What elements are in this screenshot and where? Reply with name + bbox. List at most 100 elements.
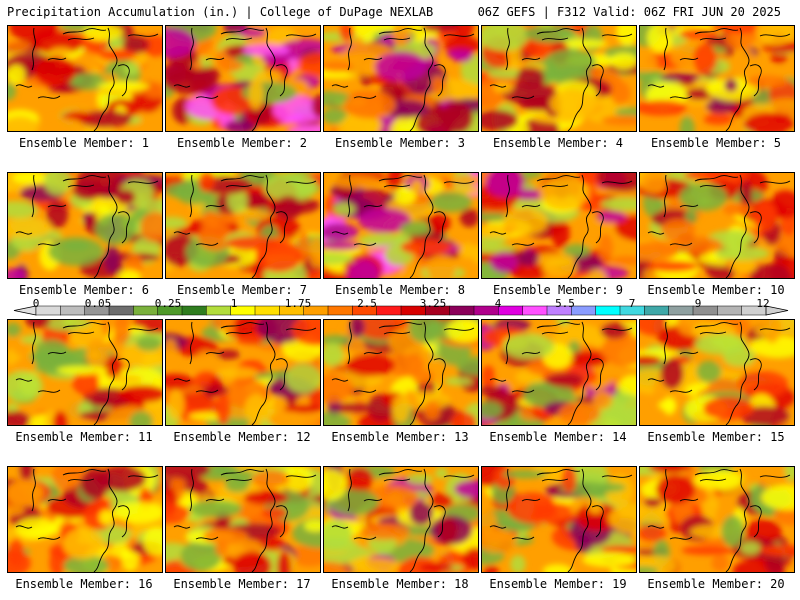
- coastline: [489, 468, 633, 572]
- precip-field: [640, 320, 794, 425]
- ensemble-member-map: [639, 319, 795, 426]
- colorbar-tick-label: 9: [694, 297, 702, 310]
- ensemble-member-map: [165, 25, 321, 132]
- ensemble-member-map: [7, 466, 163, 573]
- ensemble-member-label: Ensemble Member: 10: [647, 283, 785, 297]
- ensemble-member-label: Ensemble Member: 13: [331, 430, 469, 444]
- precip-field: [482, 320, 636, 425]
- colorbar-swatch: [206, 305, 232, 316]
- precip-field: [166, 173, 320, 278]
- coastline: [331, 468, 475, 572]
- coastline: [331, 174, 475, 278]
- ensemble-member-map: [323, 319, 479, 426]
- ensemble-member-label: Ensemble Member: 18: [331, 577, 469, 591]
- ensemble-member-map: [323, 466, 479, 573]
- precip-field: [482, 173, 636, 278]
- coastline: [647, 468, 791, 572]
- coastline: [489, 174, 633, 278]
- ensemble-member-map: [481, 466, 637, 573]
- ensemble-member-label: Ensemble Member: 6: [18, 283, 150, 297]
- colorbar-tick-label: 3.25: [419, 297, 447, 310]
- ensemble-member-map: [481, 172, 637, 279]
- colorbar-swatch: [327, 305, 353, 316]
- precip-colorbar: [13, 305, 789, 316]
- ensemble-member-label: Ensemble Member: 15: [647, 430, 785, 444]
- ensemble-member-label: Ensemble Member: 16: [15, 577, 153, 591]
- colorbar-tick-label: 4: [494, 297, 502, 310]
- ensemble-member-label: Ensemble Member: 17: [173, 577, 311, 591]
- colorbar-swatch: [376, 305, 402, 316]
- ensemble-member-label: Ensemble Member: 4: [492, 136, 624, 150]
- ensemble-member-label: Ensemble Member: 9: [492, 283, 624, 297]
- ensemble-member-map: [639, 172, 795, 279]
- coastline: [489, 27, 633, 131]
- precip-field: [324, 26, 478, 131]
- colorbar-swatch: [595, 305, 621, 316]
- coastline: [489, 321, 633, 425]
- ensemble-member-map: [639, 466, 795, 573]
- colorbar-swatch: [668, 305, 694, 316]
- colorbar-tick-label: 5.5: [555, 297, 575, 310]
- ensemble-member-map: [323, 25, 479, 132]
- precip-field: [482, 26, 636, 131]
- precip-field: [166, 467, 320, 572]
- ensemble-member-label: Ensemble Member: 8: [334, 283, 466, 297]
- colorbar-tick-label: 0.25: [154, 297, 182, 310]
- colorbar-tick-label: 0: [32, 297, 40, 310]
- precip-field: [166, 320, 320, 425]
- precip-field: [324, 320, 478, 425]
- precip-field: [8, 26, 162, 131]
- coastline: [647, 174, 791, 278]
- colorbar-swatch: [717, 305, 743, 316]
- ensemble-member-map: [165, 172, 321, 279]
- colorbar-tick-label: 1: [230, 297, 238, 310]
- precip-field: [640, 173, 794, 278]
- coastline: [15, 321, 159, 425]
- coastline: [331, 321, 475, 425]
- ensemble-member-label: Ensemble Member: 7: [176, 283, 308, 297]
- ensemble-member-map: [481, 319, 637, 426]
- colorbar-tick-label: 7: [628, 297, 636, 310]
- precip-field: [640, 26, 794, 131]
- ensemble-member-map: [7, 172, 163, 279]
- ensemble-member-label: Ensemble Member: 1: [18, 136, 150, 150]
- coastline: [15, 27, 159, 131]
- precip-field: [8, 173, 162, 278]
- colorbar-swatch: [449, 305, 475, 316]
- ensemble-member-label: Ensemble Member: 3: [334, 136, 466, 150]
- ensemble-member-map: [7, 319, 163, 426]
- colorbar-max-arrow: [765, 305, 789, 316]
- precip-field: [8, 320, 162, 425]
- precip-field: [324, 173, 478, 278]
- colorbar-swatch: [108, 305, 134, 316]
- ensemble-member-label: Ensemble Member: 2: [176, 136, 308, 150]
- ensemble-member-map: [323, 172, 479, 279]
- ensemble-member-label: Ensemble Member: 20: [647, 577, 785, 591]
- colorbar-swatch: [35, 305, 61, 316]
- colorbar-swatch: [498, 305, 524, 316]
- coastline: [173, 468, 317, 572]
- coastline: [173, 174, 317, 278]
- ensemble-member-label: Ensemble Member: 12: [173, 430, 311, 444]
- ensemble-member-map: [481, 25, 637, 132]
- ensemble-member-label: Ensemble Member: 19: [489, 577, 627, 591]
- ensemble-member-label: Ensemble Member: 11: [15, 430, 153, 444]
- colorbar-swatch: [254, 305, 280, 316]
- coastline: [15, 174, 159, 278]
- coastline: [331, 27, 475, 131]
- colorbar-swatch: [571, 305, 597, 316]
- precip-field: [640, 467, 794, 572]
- colorbar-tick-label: 1.75: [284, 297, 312, 310]
- colorbar-swatch: [60, 305, 86, 316]
- coastline: [173, 321, 317, 425]
- precip-field: [482, 467, 636, 572]
- ensemble-member-map: [7, 25, 163, 132]
- colorbar-swatch: [522, 305, 548, 316]
- precip-field: [324, 467, 478, 572]
- colorbar-swatch: [181, 305, 207, 316]
- coastline: [15, 468, 159, 572]
- coastline: [647, 321, 791, 425]
- colorbar-tick-label: 0.05: [84, 297, 112, 310]
- chart-title: Precipitation Accumulation (in.) | Colle…: [7, 5, 434, 19]
- coastline: [173, 27, 317, 131]
